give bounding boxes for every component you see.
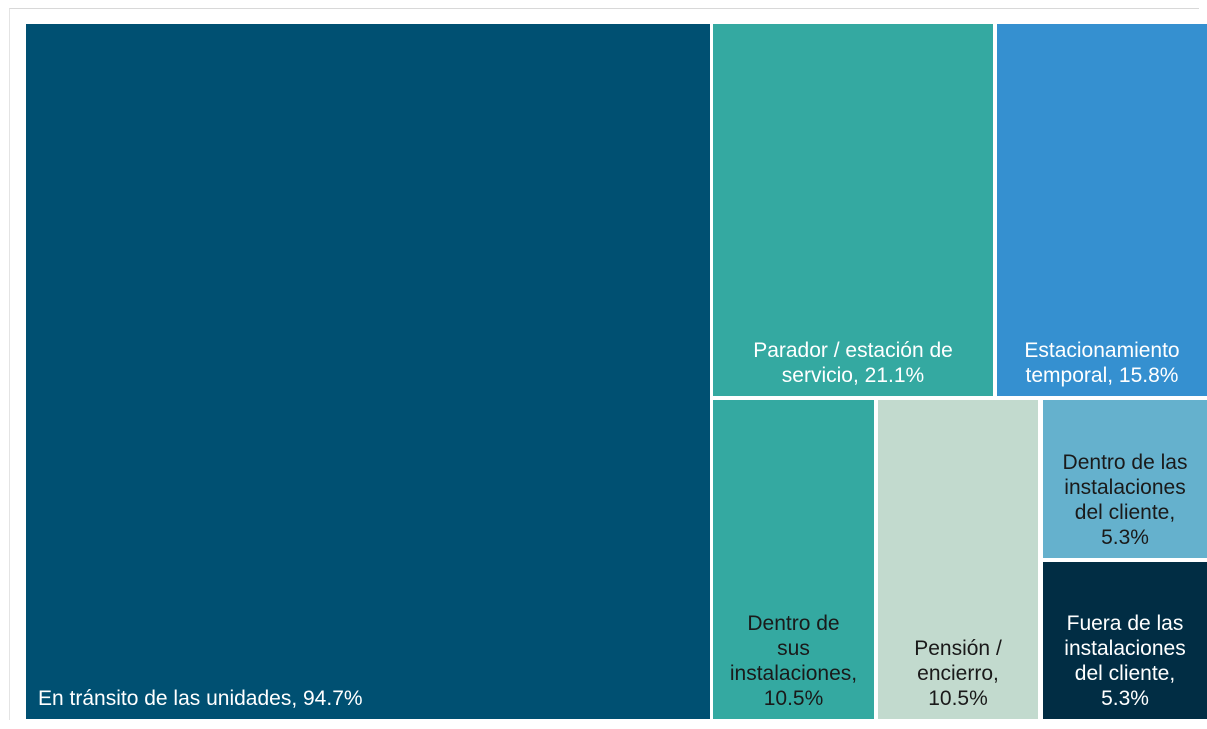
treemap-label-dentro-de-sus-instalaciones: Dentro de sus instalaciones, 10.5%: [729, 612, 858, 710]
treemap-label-parador-estacion-de-servicio: Parador / estación de servicio, 21.1%: [753, 339, 953, 387]
treemap-tile-en-transito-de-las-unidades: En tránsito de las unidades, 94.7%: [26, 24, 710, 719]
treemap-label-fuera-de-las-instalaciones-del-cliente: Fuera de las instalaciones del cliente, …: [1064, 612, 1186, 710]
treemap-tile-parador-estacion-de-servicio: Parador / estación de servicio, 21.1%: [713, 24, 993, 396]
treemap-tile-pension-encierro: Pensión / encierro, 10.5%: [878, 400, 1038, 719]
treemap-tile-dentro-de-las-instalaciones-del-cliente: Dentro de las instalaciones del cliente,…: [1043, 400, 1207, 558]
treemap-label-en-transito-de-las-unidades: En tránsito de las unidades, 94.7%: [38, 687, 363, 710]
chart-frame: [9, 8, 1199, 720]
treemap-tile-dentro-de-sus-instalaciones: Dentro de sus instalaciones, 10.5%: [713, 400, 874, 719]
treemap-label-estacionamiento-temporal: Estacionamiento temporal, 15.8%: [1024, 339, 1180, 387]
treemap-label-dentro-de-las-instalaciones-del-cliente: Dentro de las instalaciones del cliente,…: [1062, 451, 1188, 549]
treemap-tile-estacionamiento-temporal: Estacionamiento temporal, 15.8%: [997, 24, 1207, 396]
treemap-tile-fuera-de-las-instalaciones-del-cliente: Fuera de las instalaciones del cliente, …: [1043, 562, 1207, 719]
treemap-label-pension-encierro: Pensión / encierro, 10.5%: [914, 637, 1002, 710]
